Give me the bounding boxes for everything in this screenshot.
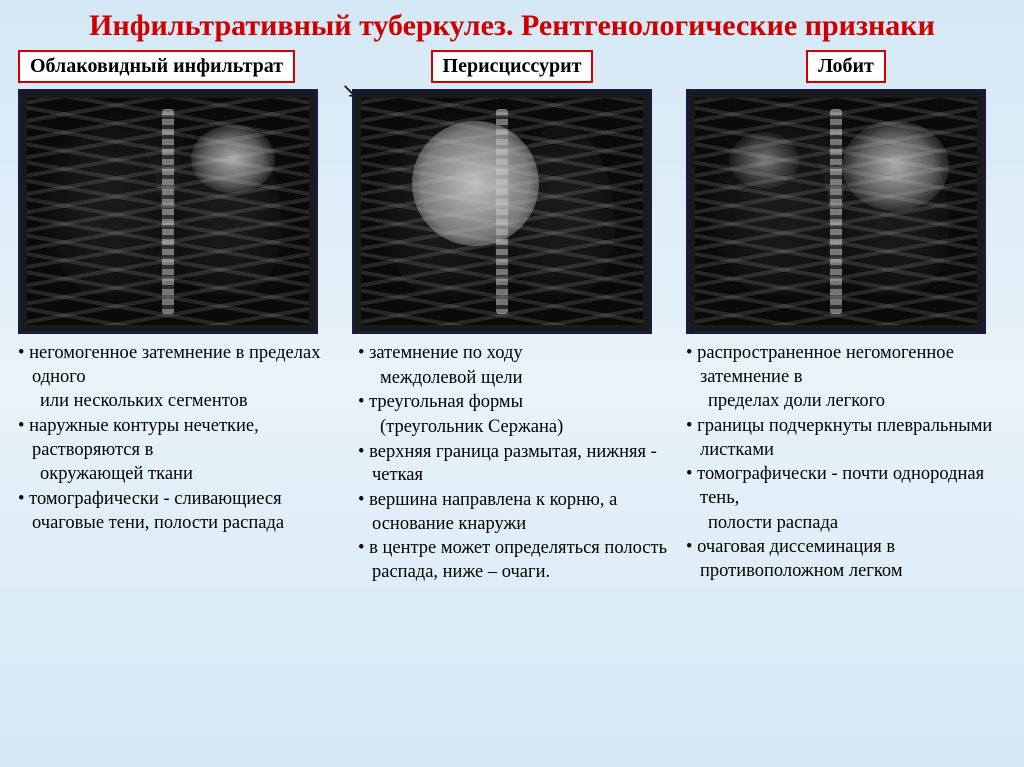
xray-periscissuritis	[352, 89, 652, 334]
slide-title: Инфильтративный туберкулез. Рентгенологи…	[0, 0, 1024, 50]
list-item: наружные контуры нечеткие, растворяются …	[18, 415, 338, 462]
columns-container: Облаковидный инфильтрат ↘ негомогенное з…	[0, 50, 1024, 586]
label-lobitis: Лобит	[806, 50, 886, 83]
list-item: затемнение по ходу	[358, 342, 672, 366]
list-item: пределах доли легкого	[686, 390, 1006, 414]
list-item: междолевой щели	[358, 367, 672, 391]
list-item: томографически - почти однородная тень,	[686, 463, 1006, 510]
column-cloud-infiltrate: Облаковидный инфильтрат ↘ негомогенное з…	[18, 50, 338, 586]
list-item: или нескольких сегментов	[18, 390, 338, 414]
label-periscissuritis: Перисциссурит	[431, 50, 594, 83]
list-lobitis: распространенное негомогенное затемнение…	[686, 342, 1006, 585]
list-item: томографически - сливающиеся очаговые те…	[18, 488, 338, 535]
label-cloud-infiltrate: Облаковидный инфильтрат	[18, 50, 295, 83]
list-item: распространенное негомогенное затемнение…	[686, 342, 1006, 389]
xray-cloud-infiltrate	[18, 89, 318, 334]
list-item: (треугольник Сержана)	[358, 416, 672, 440]
list-item: полости распада	[686, 512, 1006, 536]
list-item: негомогенное затемнение в пределах одног…	[18, 342, 338, 389]
column-lobitis: Лобит распространенное негомогенное зате…	[686, 50, 1006, 586]
list-cloud-infiltrate: негомогенное затемнение в пределах одног…	[18, 342, 338, 536]
list-item: вершина направлена к корню, а основание …	[358, 489, 672, 536]
list-item: окружающей ткани	[18, 463, 338, 487]
list-item: очаговая диссеминация в противоположном …	[686, 536, 1006, 583]
list-item: треугольная формы	[358, 391, 672, 415]
list-item: в центре может определяться полость расп…	[358, 537, 672, 584]
xray-lobitis	[686, 89, 986, 334]
list-periscissuritis: затемнение по ходу междолевой щели треуг…	[352, 342, 672, 586]
list-item: верхняя граница размытая, нижняя - четка…	[358, 441, 672, 488]
list-item: границы подчеркнуты плевральными листкам…	[686, 415, 1006, 462]
column-periscissuritis: Перисциссурит затемнение по ходу междоле…	[352, 50, 672, 586]
